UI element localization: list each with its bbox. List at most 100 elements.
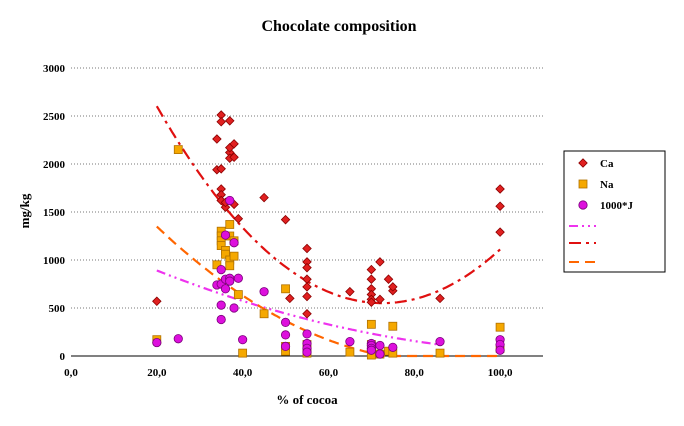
- point-Ca: [302, 308, 312, 319]
- point-Ca: [495, 227, 505, 237]
- point-Na: [225, 220, 235, 229]
- legend-label: 1000*J: [600, 200, 634, 212]
- point-1000*J: [216, 314, 226, 325]
- point-Ca: [212, 134, 222, 144]
- y-tick-label: 0: [60, 351, 66, 363]
- point-Ca: [366, 274, 377, 284]
- point-Ca: [280, 214, 291, 225]
- legend-label: Ca: [600, 158, 614, 170]
- point-Na: [233, 290, 243, 299]
- x-tick-label: 20,0: [147, 367, 167, 379]
- trendline-1000*J: [156, 269, 441, 346]
- point-Na: [435, 348, 445, 358]
- point-Ca: [229, 152, 239, 163]
- point-Ca: [216, 164, 226, 174]
- legend-marker-Ca: [578, 158, 588, 168]
- trendline-Ca: [155, 105, 501, 305]
- point-Na: [173, 145, 183, 155]
- point-Ca: [302, 243, 312, 254]
- point-Na: [281, 284, 290, 294]
- legend-marker-Na: [578, 179, 588, 189]
- point-1000*J: [280, 317, 291, 327]
- point-Na: [366, 319, 376, 329]
- point-Ca: [229, 139, 239, 149]
- legend-box: [563, 150, 666, 273]
- point-1000*J: [302, 329, 312, 339]
- chart-title: Chocolate composition: [261, 18, 416, 35]
- point-Ca: [224, 116, 235, 126]
- point-Ca: [366, 264, 377, 275]
- x-tick-label: 100,0: [488, 367, 513, 379]
- y-tick-label: 1000: [43, 255, 66, 267]
- trendlines: [155, 105, 501, 358]
- x-tick-label: 80,0: [405, 367, 425, 379]
- point-1000*J: [388, 342, 398, 352]
- point-Ca: [495, 201, 505, 212]
- point-1000*J: [229, 238, 239, 248]
- point-Na: [388, 321, 398, 331]
- point-Ca: [366, 297, 377, 308]
- point-Ca: [233, 213, 244, 224]
- x-tick-labels: 0,0 20,0 40,0 60,0 80,0 100,0: [64, 367, 513, 379]
- point-1000*J: [152, 337, 162, 348]
- point-1000*J: [229, 303, 239, 313]
- point-Ca: [435, 293, 445, 304]
- point-Ca: [383, 274, 394, 284]
- point-Ca: [285, 293, 295, 304]
- point-1000*J: [375, 340, 385, 351]
- point-1000*J: [495, 345, 505, 355]
- point-1000*J: [238, 335, 248, 345]
- point-Ca: [388, 282, 398, 292]
- point-1000*J: [216, 264, 226, 275]
- data-points: [152, 110, 505, 360]
- y-tick-label: 500: [49, 303, 66, 315]
- point-Ca: [302, 262, 312, 273]
- point-Ca: [345, 286, 355, 297]
- point-1000*J: [435, 336, 445, 347]
- x-tick-label: 0,0: [64, 367, 78, 379]
- point-1000*J: [233, 273, 243, 283]
- point-1000*J: [220, 284, 231, 294]
- point-1000*J: [220, 230, 231, 240]
- point-Ca: [495, 184, 505, 194]
- y-tick-label: 2500: [43, 111, 66, 123]
- point-Ca: [375, 257, 385, 267]
- point-1000*J: [375, 349, 385, 359]
- point-Ca: [259, 192, 269, 203]
- y-tick-labels: 0 500 1000 1500 2000 2500 3000: [43, 63, 66, 363]
- point-1000*J: [225, 195, 235, 206]
- point-1000*J: [280, 330, 291, 340]
- point-Na: [225, 261, 235, 271]
- point-Na: [238, 348, 248, 358]
- point-Ca: [302, 282, 312, 292]
- point-Ca: [152, 296, 162, 307]
- legend-marker-1000*J: [578, 200, 588, 210]
- point-Na: [229, 251, 239, 261]
- point-1000*J: [173, 334, 183, 344]
- point-Ca: [216, 116, 226, 127]
- gridlines: [71, 67, 543, 309]
- y-tick-label: 2000: [43, 159, 66, 171]
- legend: Ca Na 1000*J: [563, 150, 666, 273]
- point-1000*J: [259, 287, 269, 297]
- point-1000*J: [366, 345, 376, 355]
- point-Ca: [302, 291, 312, 302]
- point-Na: [495, 322, 505, 332]
- point-1000*J: [216, 300, 226, 310]
- point-Ca: [375, 294, 385, 305]
- point-1000*J: [280, 341, 291, 351]
- point-Na: [345, 347, 355, 357]
- x-tick-label: 40,0: [233, 367, 253, 379]
- point-Ca: [220, 202, 231, 212]
- legend-label: Na: [600, 179, 614, 191]
- point-1000*J: [345, 336, 355, 347]
- y-axis-label: mg/kg: [17, 193, 32, 228]
- point-Na: [259, 309, 269, 319]
- point-1000*J: [302, 347, 312, 357]
- point-1000*J: [225, 276, 235, 286]
- x-tick-label: 60,0: [319, 367, 339, 379]
- x-axis-label: % of cocoa: [276, 392, 338, 407]
- y-tick-label: 3000: [43, 63, 66, 75]
- y-tick-label: 1500: [43, 207, 66, 219]
